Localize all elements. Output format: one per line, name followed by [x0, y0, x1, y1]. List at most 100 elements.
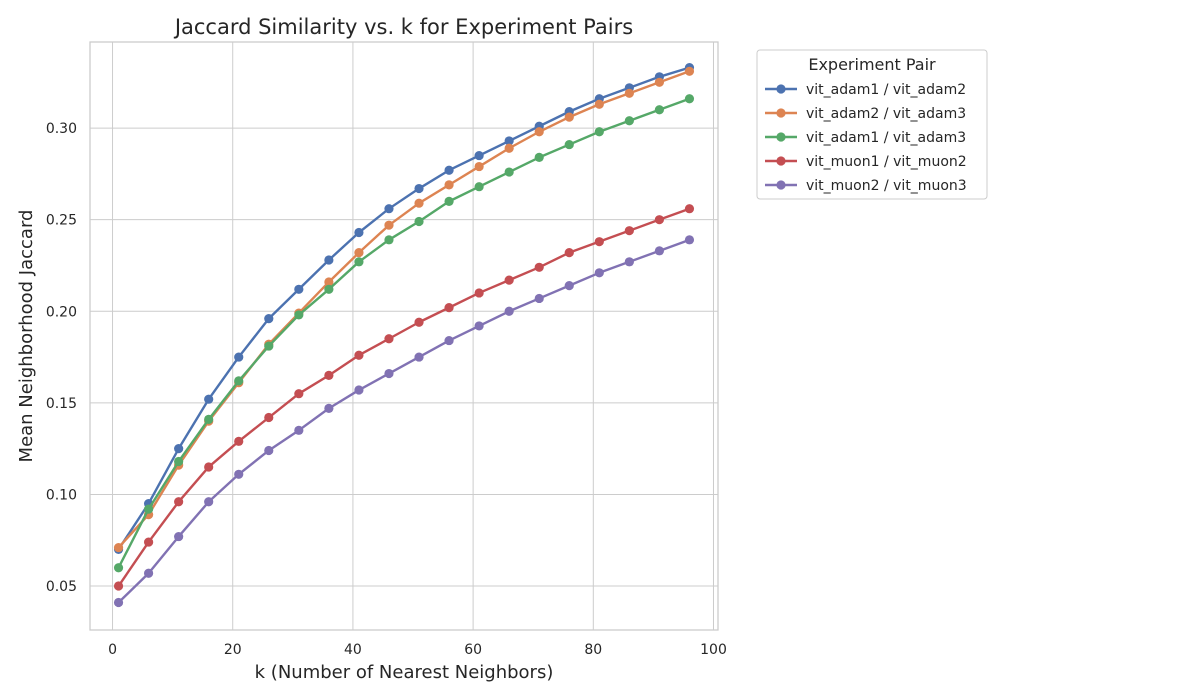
data-point [444, 196, 454, 206]
data-point [324, 284, 334, 294]
legend-label: vit_muon2 / vit_muon3 [806, 178, 967, 194]
data-point [143, 537, 154, 547]
data-point [113, 563, 124, 573]
data-point [354, 385, 364, 395]
data-point [264, 313, 274, 324]
data-point [354, 350, 364, 360]
data-point [474, 161, 484, 172]
data-point [474, 150, 484, 161]
data-point [504, 306, 514, 316]
x-axis-title: k (Number of Nearest Neighbors) [255, 662, 554, 683]
data-point [654, 246, 665, 256]
data-point [384, 220, 394, 230]
data-point [594, 237, 604, 247]
plot-frame [89, 41, 719, 631]
legend: Experiment Pair vit_adam1 / vit_adam2vit… [756, 49, 988, 200]
data-point [684, 66, 695, 76]
data-point [414, 352, 424, 362]
y-tick-label: 0.20 [46, 304, 77, 320]
series-group [113, 235, 695, 608]
data-point [294, 425, 304, 435]
y-tick-label: 0.25 [46, 213, 77, 229]
y-axis-title: Mean Neighborhood Jaccard [16, 210, 37, 463]
data-point [504, 167, 514, 177]
series-line [117, 66, 690, 551]
data-point [384, 334, 394, 344]
data-point [294, 389, 304, 399]
data-point [504, 143, 514, 153]
data-point [534, 293, 544, 304]
data-point [324, 277, 334, 287]
data-point [444, 180, 454, 190]
data-point [564, 248, 574, 258]
x-tick-label: 0 [108, 642, 117, 658]
legend-items: vit_adam1 / vit_adam2 vit_adam2 / vit_ada… [765, 82, 967, 194]
data-point [474, 182, 484, 192]
data-point [474, 288, 484, 298]
data-point [504, 275, 514, 285]
plot-area: 0 20 40 60 80 100 0.05 0.10 0.15 0.20 0.25 0.30 [46, 41, 727, 658]
data-point [414, 198, 424, 208]
series-line [117, 70, 690, 549]
data-point [264, 445, 274, 456]
x-tick-label: 40 [344, 642, 362, 658]
data-point [534, 127, 544, 137]
data-point [204, 414, 214, 424]
data-point [174, 444, 184, 454]
series-line [117, 207, 690, 587]
data-point [624, 226, 634, 236]
legend-label: vit_adam2 / vit_adam3 [806, 106, 966, 122]
legend-marker [776, 84, 786, 94]
data-point [384, 368, 394, 379]
series-line [117, 238, 690, 604]
data-point [174, 531, 184, 542]
data-point [564, 281, 574, 291]
data-point [504, 136, 514, 146]
data-point [354, 257, 364, 267]
data-point [594, 127, 604, 137]
legend-label: vit_adam1 / vit_adam3 [806, 130, 966, 146]
data-point [294, 284, 304, 294]
series-group [113, 94, 695, 573]
series-group [113, 204, 695, 591]
data-point [174, 456, 184, 467]
data-point [113, 597, 124, 608]
data-point [414, 183, 424, 194]
data-point [174, 497, 184, 507]
legend-title: Experiment Pair [808, 55, 936, 74]
chart-title: Jaccard Similarity vs. k for Experiment … [173, 15, 633, 39]
data-point [534, 262, 544, 272]
data-point [444, 335, 454, 346]
data-point [204, 497, 214, 507]
data-point [534, 152, 544, 163]
data-point [474, 321, 484, 331]
data-point [324, 255, 334, 265]
y-tick-label: 0.10 [46, 487, 77, 503]
y-tick-label: 0.30 [46, 121, 77, 137]
x-tick-label: 20 [224, 642, 242, 658]
data-point [624, 257, 634, 267]
data-point [264, 341, 274, 351]
data-point [234, 352, 244, 362]
data-point [654, 215, 665, 225]
x-tick-label: 80 [584, 642, 602, 658]
legend-box [756, 49, 988, 200]
data-point [684, 94, 695, 104]
data-point [444, 165, 454, 175]
x-tick-label: 60 [464, 642, 482, 658]
series-group [113, 63, 695, 555]
data-point [654, 77, 665, 87]
data-point [294, 310, 304, 320]
data-point [204, 462, 214, 472]
y-tick-label: 0.15 [46, 396, 77, 412]
data-point [234, 469, 244, 479]
data-point [564, 112, 574, 122]
data-point [414, 216, 424, 227]
legend-marker [776, 108, 786, 118]
data-point [414, 317, 424, 327]
data-point [324, 403, 334, 413]
data-point [143, 504, 154, 514]
data-point [204, 394, 214, 404]
series-line [117, 97, 690, 569]
